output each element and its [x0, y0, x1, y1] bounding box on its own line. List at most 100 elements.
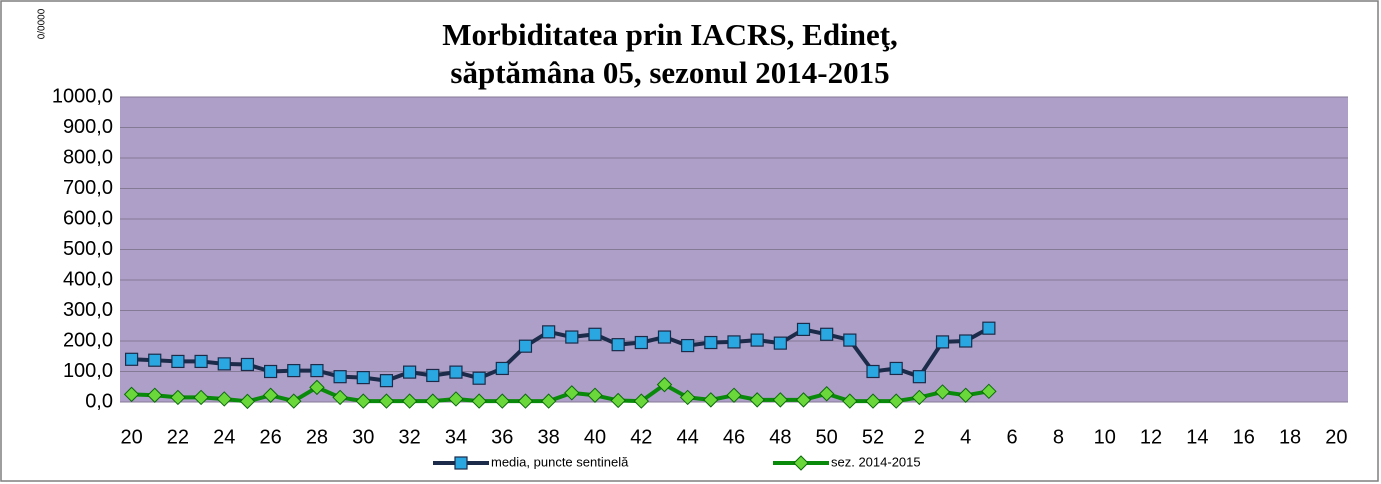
x-tick-label: 4	[960, 426, 971, 448]
data-point	[796, 322, 811, 337]
data-point	[633, 393, 650, 409]
x-tick-label: 24	[213, 426, 235, 448]
data-point	[935, 335, 950, 349]
data-point	[911, 389, 928, 406]
data-point	[656, 376, 673, 393]
x-tick-label: 38	[538, 426, 560, 448]
data-point	[286, 393, 302, 409]
data-point	[472, 371, 486, 385]
data-point	[517, 393, 534, 409]
x-tick-label: 20	[120, 426, 142, 448]
y-tick-label: 300,0	[63, 299, 113, 321]
x-tick-label: 10	[1094, 426, 1116, 448]
x-tick-label: 12	[1140, 426, 1162, 448]
x-tick-label: 16	[1233, 426, 1255, 448]
y-tick-label: 400,0	[63, 268, 113, 290]
data-point	[425, 393, 441, 409]
data-point	[865, 393, 881, 409]
y-tick-label: 100,0	[63, 360, 113, 382]
data-point	[355, 393, 371, 409]
data-point	[750, 333, 764, 347]
y-axis-label: 0/0000	[37, 8, 48, 39]
data-point	[193, 389, 209, 406]
data-point	[356, 371, 370, 385]
chart-title: Morbiditatea prin IACRS, Edineţ,	[442, 17, 898, 52]
data-point	[912, 370, 926, 384]
data-point	[194, 354, 208, 369]
y-tick-label: 1000,0	[52, 85, 113, 107]
x-tick-label: 44	[677, 426, 699, 448]
data-point	[216, 391, 232, 407]
data-point	[332, 389, 348, 406]
x-tick-label: 20	[1325, 426, 1347, 448]
data-point	[773, 336, 787, 350]
data-point	[934, 384, 951, 400]
y-tick-label: 200,0	[63, 329, 113, 351]
data-point	[843, 333, 857, 347]
data-point	[611, 338, 625, 352]
data-point	[679, 389, 696, 406]
data-point	[727, 335, 741, 349]
data-point	[379, 374, 394, 388]
data-point	[518, 339, 533, 353]
x-tick-label: 8	[1053, 426, 1064, 448]
data-point	[471, 393, 487, 409]
x-tick-label: 18	[1279, 426, 1301, 448]
y-tick-label: 700,0	[63, 177, 113, 199]
data-point	[610, 392, 626, 409]
data-point	[148, 353, 162, 367]
data-point	[448, 391, 464, 407]
data-point	[634, 335, 648, 350]
x-tick-label: 32	[398, 426, 420, 448]
y-tick-label: 0,0	[85, 390, 113, 412]
data-point	[842, 393, 858, 409]
data-point	[264, 364, 278, 379]
legend-marker	[793, 455, 809, 471]
data-point	[749, 392, 765, 408]
data-point	[403, 365, 417, 379]
data-point	[587, 387, 603, 403]
x-tick-label: 22	[167, 426, 189, 448]
x-tick-label: 52	[862, 426, 884, 448]
data-point	[959, 334, 973, 348]
data-point	[262, 387, 279, 403]
y-tick-label: 500,0	[63, 238, 113, 260]
x-tick-label: 6	[1006, 426, 1017, 448]
data-point	[704, 335, 718, 350]
data-point	[449, 365, 463, 379]
y-tick-label: 600,0	[63, 207, 113, 229]
x-tick-label: 46	[723, 426, 745, 448]
data-point	[588, 327, 602, 341]
data-point	[726, 387, 742, 403]
data-point	[703, 392, 719, 408]
x-tick-label: 30	[352, 426, 374, 448]
x-tick-label: 40	[584, 426, 606, 448]
data-point	[170, 389, 186, 406]
chart-title: săptămâna 05, sezonul 2014-2015	[450, 55, 889, 90]
y-tick-label: 800,0	[63, 146, 113, 168]
legend-label: media, puncte sentinelă	[491, 454, 629, 469]
data-point	[171, 354, 185, 369]
data-point	[426, 368, 440, 383]
data-point	[981, 383, 997, 400]
data-point	[217, 357, 231, 371]
data-point	[888, 393, 904, 409]
x-tick-label: 36	[491, 426, 513, 448]
legend-label: sez. 2014-2015	[831, 454, 921, 469]
data-point	[820, 327, 834, 341]
data-point	[378, 393, 395, 409]
data-point	[565, 330, 579, 344]
data-point	[147, 387, 163, 403]
x-tick-label: 50	[816, 426, 838, 448]
data-point	[310, 363, 324, 378]
x-tick-label: 48	[769, 426, 791, 448]
data-point	[124, 352, 139, 366]
x-tick-label: 34	[445, 426, 467, 448]
data-point	[494, 393, 511, 409]
legend-marker	[454, 456, 468, 470]
data-point	[287, 363, 301, 378]
data-point	[240, 357, 255, 372]
data-point	[957, 387, 974, 403]
y-tick-label: 900,0	[63, 116, 113, 138]
